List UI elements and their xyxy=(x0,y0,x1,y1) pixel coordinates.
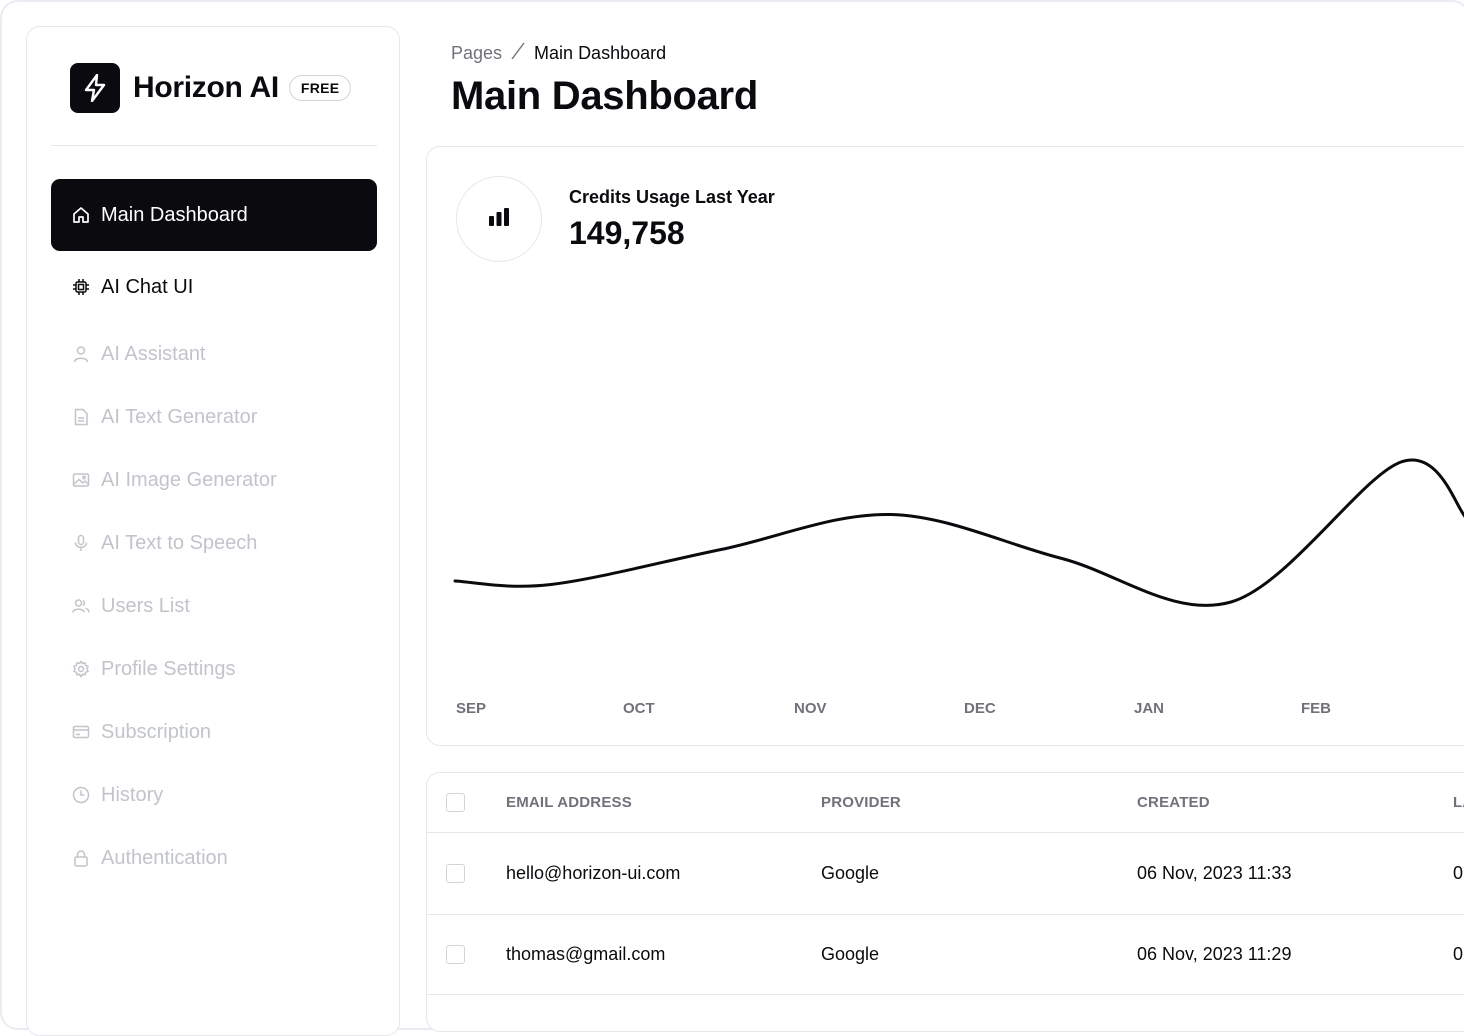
bolt-icon xyxy=(70,63,120,113)
users-icon xyxy=(71,596,91,616)
row-checkbox[interactable] xyxy=(446,833,465,914)
sidebar-item-label: Profile Settings xyxy=(101,657,236,680)
gear-icon xyxy=(71,659,91,679)
sidebar-item-users-list[interactable]: Users List xyxy=(51,570,377,642)
stat-label: Credits Usage Last Year xyxy=(569,187,775,207)
email-cell: hello@horizon-ui.com xyxy=(506,863,681,883)
provider-cell: Google xyxy=(821,863,880,883)
sidebar-item-label: Main Dashboard xyxy=(101,203,248,226)
image-icon xyxy=(71,470,91,490)
chip-icon xyxy=(71,277,91,297)
x-tick-label: JAN xyxy=(1134,700,1164,717)
sidebar-item-authentication[interactable]: Authentication xyxy=(51,822,377,894)
breadcrumb-root[interactable]: Pages xyxy=(451,43,503,63)
credits-chart-card: Credits Usage Last Year 149,758 SEP OCT NO… xyxy=(426,146,1464,746)
breadcrumb: Pages Main Dashboard xyxy=(451,42,666,65)
sidebar-item-label: Users List xyxy=(101,594,190,617)
sidebar-item-label: AI Image Generator xyxy=(101,468,277,491)
sidebar-item-ai-chat-ui[interactable]: AI Chat UI xyxy=(51,251,377,323)
sidebar-item-ai-assistant[interactable]: AI Assistant xyxy=(51,318,377,390)
provider-cell: Google xyxy=(821,944,880,964)
sidebar-item-label: Authentication xyxy=(101,846,228,869)
sidebar-item-main-dashboard[interactable]: Main Dashboard xyxy=(51,179,377,251)
table-header-row: EMAIL ADDRESS PROVIDER CREATED LA xyxy=(427,773,1464,833)
row-checkbox[interactable] xyxy=(446,915,465,994)
brand[interactable]: Horizon AI FREE xyxy=(70,63,352,113)
stat-value: 149,758 xyxy=(569,215,685,251)
select-all-checkbox[interactable] xyxy=(446,773,465,832)
sidebar: Horizon AI FREE Main Dashboard AI Chat U… xyxy=(26,26,400,1036)
home-icon xyxy=(71,205,91,225)
last-cell: 0 xyxy=(1453,863,1464,883)
column-header-provider[interactable]: PROVIDER xyxy=(821,794,901,811)
sidebar-item-history[interactable]: History xyxy=(51,759,377,831)
x-tick-label: DEC xyxy=(964,700,996,717)
x-tick-label: SEP xyxy=(456,700,486,717)
page-title: Main Dashboard xyxy=(451,74,758,118)
column-header-created[interactable]: CREATED xyxy=(1137,794,1210,811)
credits-line-chart: SEP OCT NOV DEC JAN FEB xyxy=(453,458,1464,717)
clock-icon xyxy=(71,785,91,805)
table-row: hello@horizon-ui.com Google 06 Nov, 2023… xyxy=(427,833,1464,915)
sidebar-item-label: AI Assistant xyxy=(101,342,206,365)
sidebar-item-subscription[interactable]: Subscription xyxy=(51,696,377,768)
x-tick-label: FEB xyxy=(1301,700,1331,717)
stat-icon-circle xyxy=(456,176,542,262)
x-tick-label: NOV xyxy=(794,700,827,717)
sidebar-item-label: AI Text to Speech xyxy=(101,531,258,554)
column-header-last[interactable]: LA xyxy=(1453,794,1464,811)
sidebar-item-profile-settings[interactable]: Profile Settings xyxy=(51,633,377,705)
breadcrumb-separator xyxy=(510,42,526,65)
x-tick-label: OCT xyxy=(623,700,655,717)
table-row: thomas@gmail.com Google 06 Nov, 2023 11:… xyxy=(427,915,1464,995)
sidebar-divider xyxy=(51,145,377,146)
users-table: EMAIL ADDRESS PROVIDER CREATED LA hello@… xyxy=(426,772,1464,1032)
series-line xyxy=(453,458,1464,607)
sidebar-item-ai-text-to-speech[interactable]: AI Text to Speech xyxy=(51,507,377,579)
sidebar-item-label: AI Text Generator xyxy=(101,405,258,428)
user-icon xyxy=(71,344,91,364)
sidebar-item-ai-image-generator[interactable]: AI Image Generator xyxy=(51,444,377,516)
sidebar-item-label: History xyxy=(101,783,164,806)
breadcrumb-current: Main Dashboard xyxy=(534,43,667,63)
credit-card-icon xyxy=(71,722,91,742)
email-cell: thomas@gmail.com xyxy=(506,944,666,964)
sidebar-item-ai-text-generator[interactable]: AI Text Generator xyxy=(51,381,377,453)
sidebar-item-label: AI Chat UI xyxy=(101,275,194,298)
plan-badge: FREE xyxy=(288,75,352,101)
document-icon xyxy=(71,407,91,427)
microphone-icon xyxy=(71,533,91,553)
last-cell: 0 xyxy=(1453,944,1464,964)
brand-name: Horizon AI xyxy=(133,71,279,104)
column-header-email[interactable]: EMAIL ADDRESS xyxy=(506,794,632,811)
created-cell: 06 Nov, 2023 11:33 xyxy=(1137,863,1292,883)
lock-icon xyxy=(71,848,91,868)
created-cell: 06 Nov, 2023 11:29 xyxy=(1137,944,1292,964)
bar-chart-icon xyxy=(487,205,511,234)
sidebar-item-label: Subscription xyxy=(101,720,212,743)
